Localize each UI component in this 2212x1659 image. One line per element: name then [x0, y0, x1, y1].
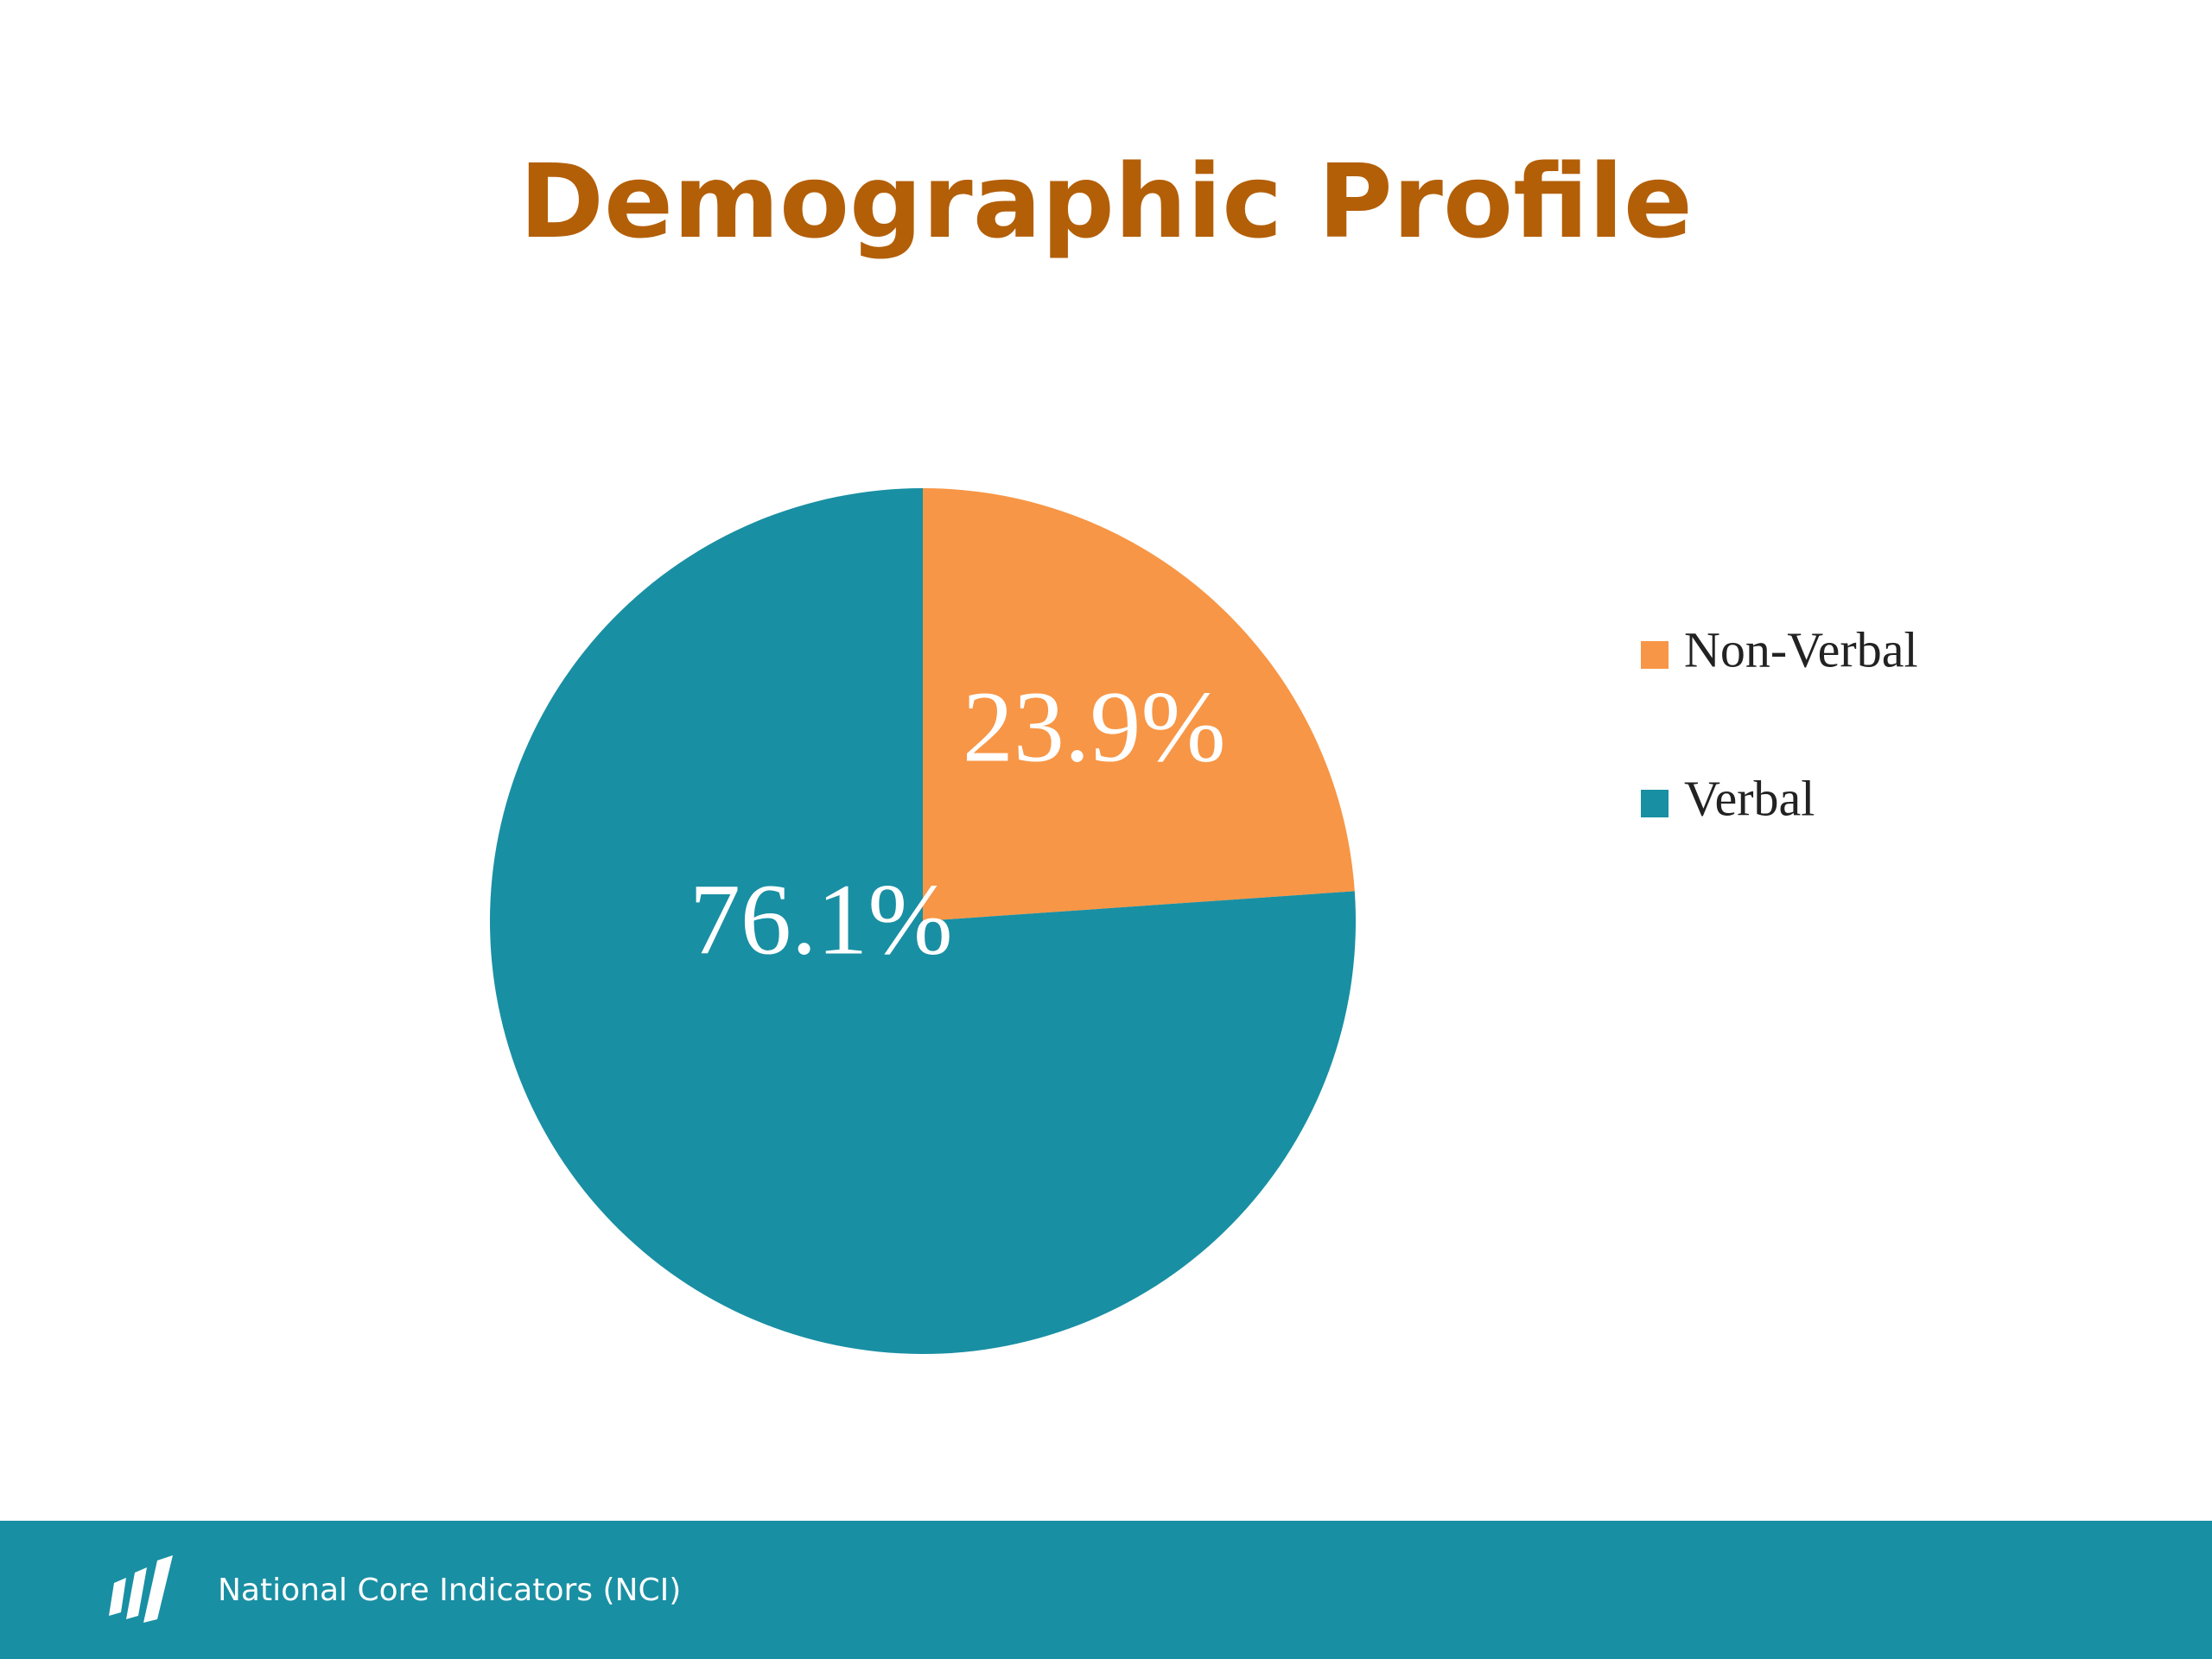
data-label: 23.9%: [963, 671, 1226, 784]
footer-text: National Core Indicators (NCI): [218, 1573, 681, 1608]
logo: [109, 1555, 173, 1623]
legend-swatch: [1641, 641, 1669, 669]
data-label: 76.1%: [690, 863, 953, 976]
pie-slice: [923, 488, 1355, 921]
footer-band: [0, 1521, 2212, 1659]
pie-slice: [490, 488, 1356, 1354]
legend-label: Non-Verbal: [1684, 621, 1918, 677]
legend-swatch: [1641, 790, 1669, 817]
chart-title: Demographic Profile: [519, 142, 1693, 261]
legend-label: Verbal: [1684, 770, 1815, 826]
